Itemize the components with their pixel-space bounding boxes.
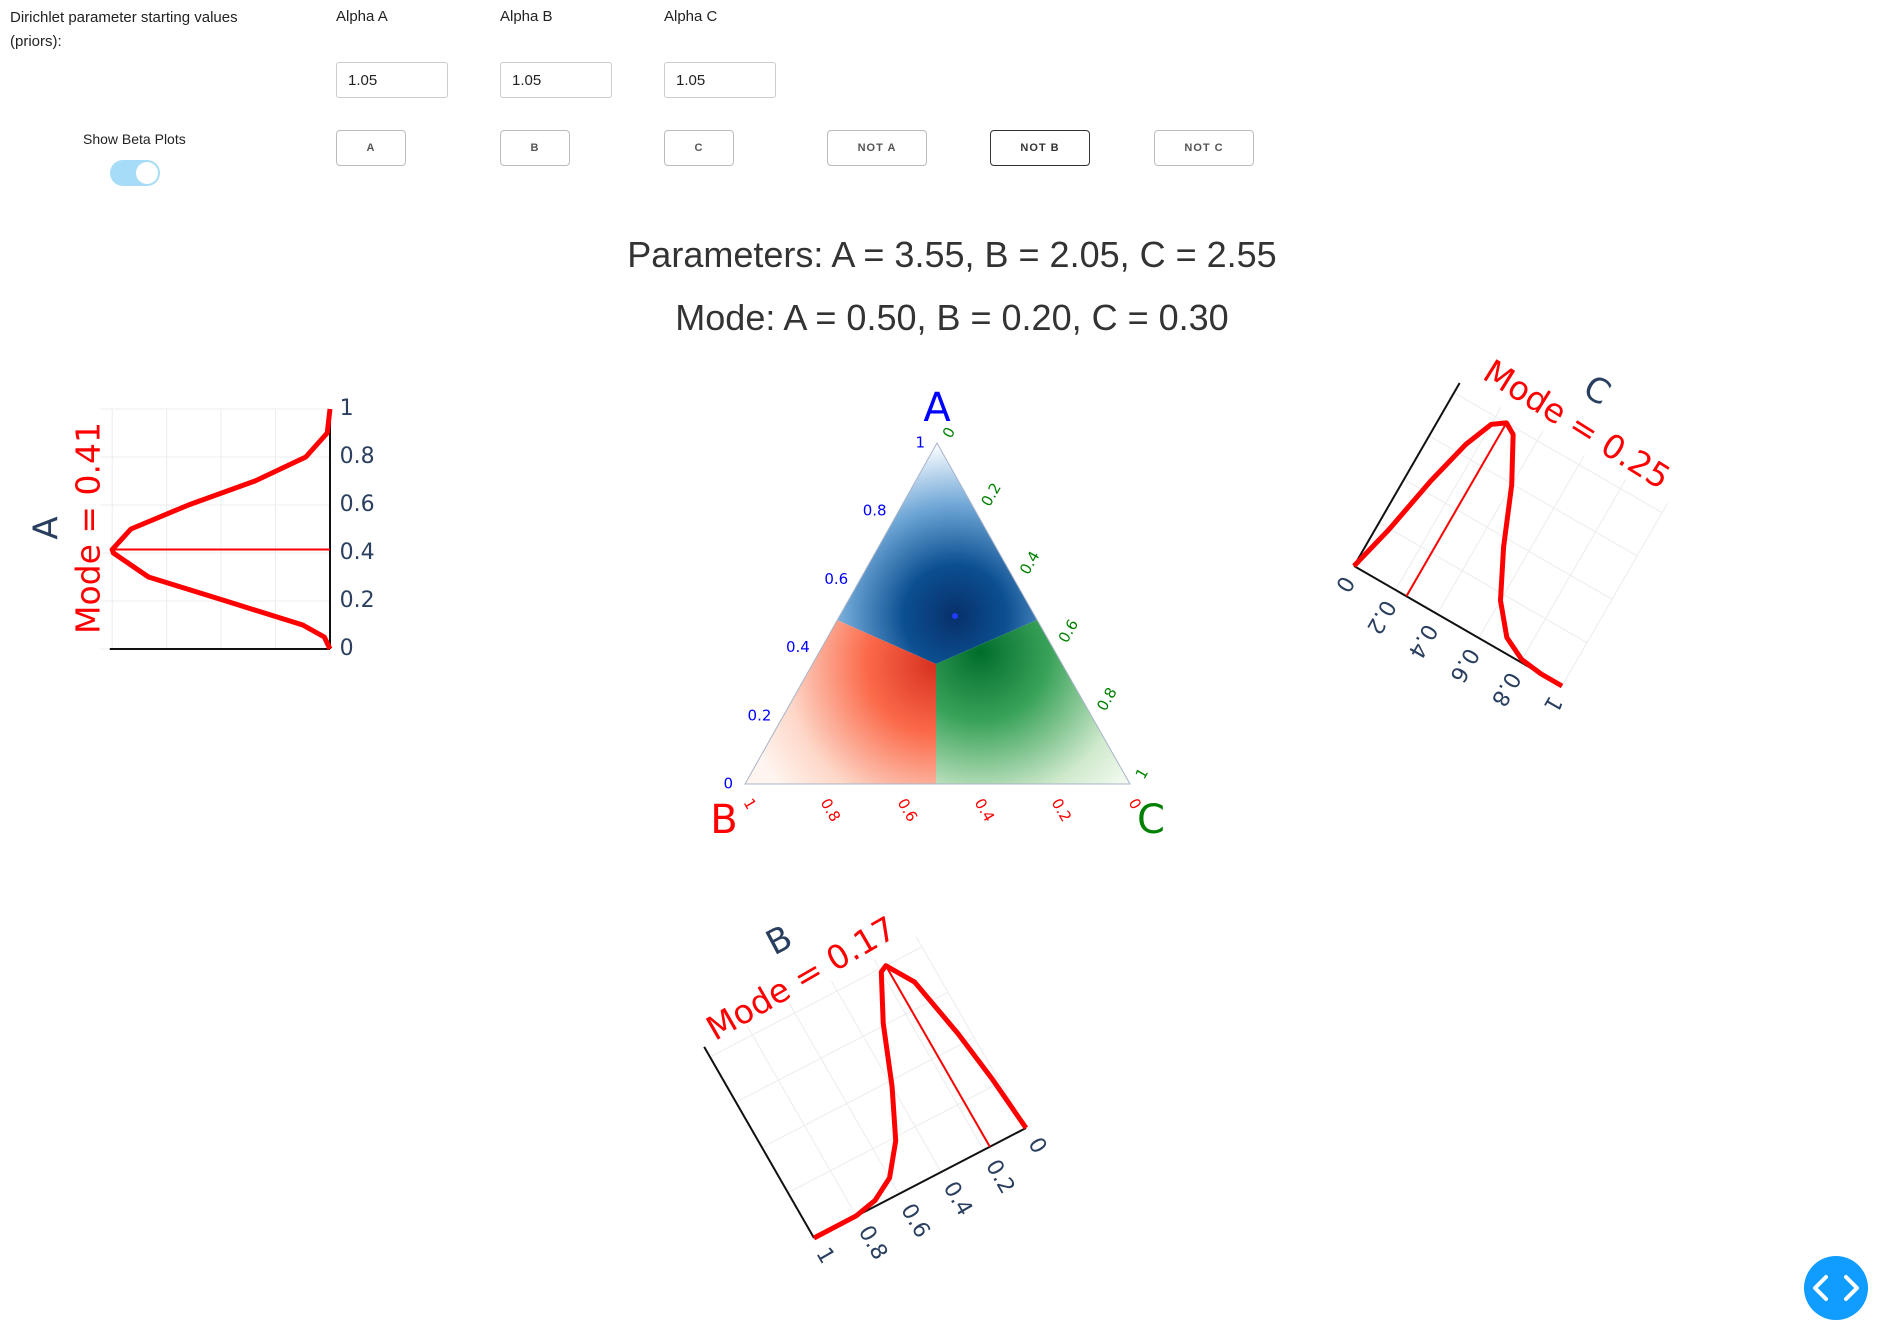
tick-label: 0.2 [748, 706, 772, 724]
density-region [936, 620, 1130, 784]
alpha-label: Alpha A [336, 8, 388, 25]
grid-line [762, 1037, 974, 1147]
beta-curve [1354, 393, 1662, 686]
grid-line [1520, 479, 1626, 662]
grid-line [1379, 523, 1587, 643]
grid-line [1437, 431, 1543, 614]
button[interactable]: A [336, 130, 406, 166]
grid-line [1429, 436, 1637, 556]
axis-title: A [923, 385, 951, 431]
density-region [837, 443, 1037, 664]
tick-label: 0.4 [1403, 620, 1442, 663]
prior-label: Dirichlet parameter starting values (pri… [10, 9, 238, 50]
tick-label: 0.2 [340, 588, 375, 613]
tick-label: 0.2 [1361, 596, 1400, 639]
tick-label: 0.6 [895, 1200, 934, 1243]
parameters-heading: Parameters: A = 3.55, B = 2.05, C = 2.55 [627, 234, 1277, 275]
axis-title: B [710, 797, 737, 843]
grid-line [1479, 455, 1585, 638]
beta-plot [704, 937, 1026, 1238]
tick-label: 0.4 [938, 1178, 977, 1221]
tick-label: 0.8 [1093, 684, 1121, 714]
grid-line [747, 1025, 857, 1216]
tick-label: 1 [811, 1244, 840, 1269]
tick-label: 0.8 [1486, 668, 1525, 711]
alpha-input[interactable] [500, 62, 612, 98]
tick-label: 0.2 [977, 480, 1005, 510]
plot-title: B [760, 918, 799, 964]
tick-label: 1 [1538, 692, 1567, 717]
ternary-plot [744, 441, 1131, 785]
button[interactable]: B [500, 130, 570, 166]
mode-line [1406, 423, 1506, 596]
tick-label: 0 [1023, 1134, 1052, 1159]
beta-curve [112, 409, 330, 649]
grid-line [1562, 503, 1668, 686]
tick-label: 1 [340, 396, 354, 421]
tick-label: 0 [723, 775, 733, 793]
grid-line [916, 937, 1026, 1128]
tick-label: 0.4 [786, 638, 810, 656]
tick-label: 0.2 [1048, 795, 1076, 825]
tick-label: 0.4 [1016, 548, 1044, 578]
beta-plot [1354, 383, 1668, 686]
alpha-label: Alpha B [500, 8, 553, 25]
tick-label: 0.6 [1055, 616, 1083, 646]
mode-line [886, 966, 990, 1147]
toggle-label: Show Beta Plots [83, 131, 186, 147]
tick-label: 1 [915, 434, 925, 452]
beta-curve [710, 947, 1026, 1238]
tick-label: 0.8 [853, 1222, 892, 1265]
ternary-frame [744, 441, 1131, 785]
tick-label: 0.6 [894, 795, 922, 825]
toggle[interactable] [110, 160, 160, 186]
button[interactable]: NOT A [827, 130, 927, 166]
tick-label: 0.6 [340, 492, 375, 517]
grid-line [1404, 479, 1612, 599]
grid-line [1454, 393, 1662, 513]
toggle-knob [136, 162, 158, 184]
tick-label: 0.8 [340, 444, 375, 469]
tick-label: 0.6 [1444, 644, 1483, 687]
tick-label: 0.6 [824, 570, 848, 588]
alpha-input[interactable] [336, 62, 448, 98]
mode-marker [952, 613, 958, 619]
alpha-input[interactable] [664, 62, 776, 98]
button[interactable]: NOT C [1154, 130, 1254, 166]
axis-title: C [1137, 797, 1165, 843]
mode-heading: Mode: A = 0.50, B = 0.20, C = 0.30 [675, 297, 1229, 338]
tick-label: 0.2 [980, 1156, 1019, 1199]
grid-line [1396, 407, 1502, 590]
tick-label: 0.8 [863, 502, 887, 520]
grid-line [831, 981, 941, 1172]
tick-label: 0 [1330, 572, 1359, 597]
plot-title: A [27, 516, 67, 539]
tick-label: 1 [740, 795, 760, 812]
axis-line [704, 1047, 814, 1238]
beta-plot [100, 409, 330, 649]
tick-label: 0.4 [340, 540, 375, 565]
tick-label: 0 [340, 636, 354, 661]
tick-label: 0.8 [817, 795, 845, 825]
mode-label: Mode = 0.41 [69, 422, 108, 634]
grid-line [874, 959, 984, 1150]
density-region [745, 620, 936, 784]
button[interactable]: C [664, 130, 734, 166]
mode-label: Mode = 0.17 [699, 908, 902, 1048]
grid-line [789, 1003, 899, 1194]
axis-line [1354, 383, 1460, 566]
alpha-label: Alpha C [664, 8, 718, 25]
tick-label: 0.4 [971, 795, 999, 825]
tick-label: 1 [1132, 765, 1152, 782]
code-button[interactable] [1804, 1256, 1868, 1320]
button[interactable]: NOT B [990, 130, 1090, 166]
